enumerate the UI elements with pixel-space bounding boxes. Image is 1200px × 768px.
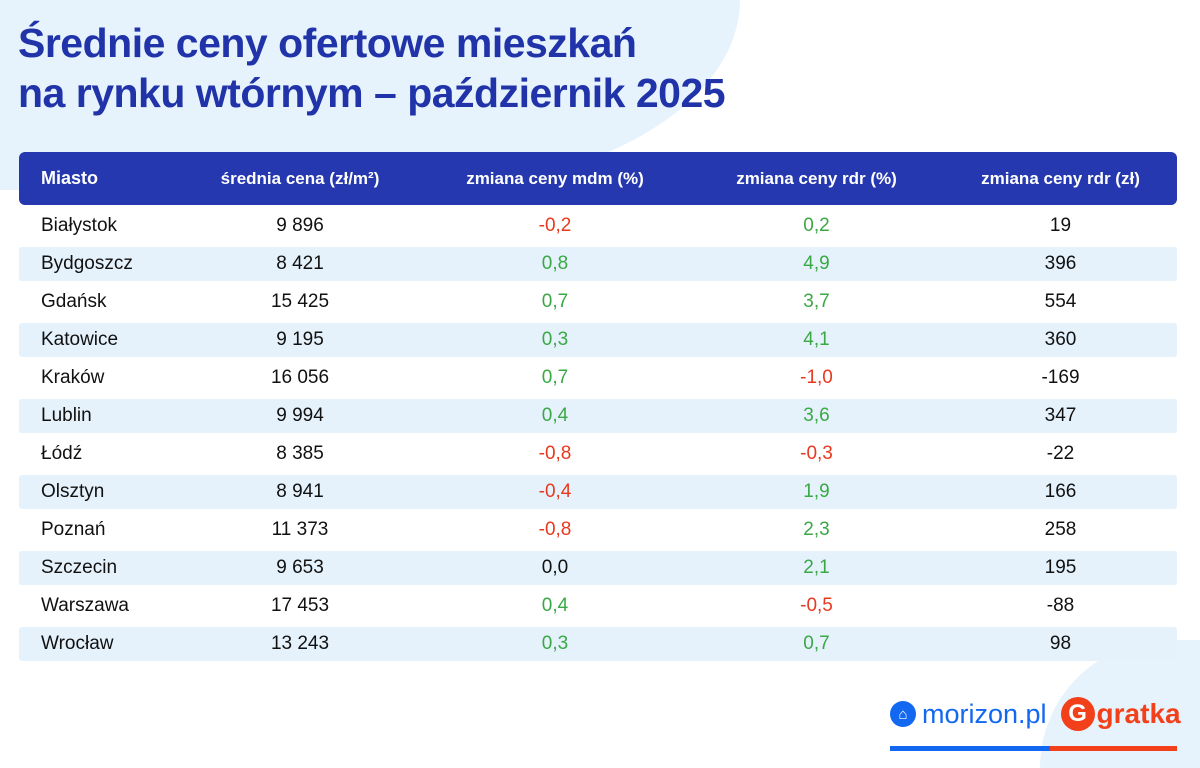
mdm-change-cell: 0,7 (541, 367, 569, 388)
rdr-change-zl-cell: 19 (1049, 215, 1072, 236)
city-cell: Wrocław (41, 633, 114, 654)
column-header: Miasto (41, 168, 99, 188)
rdr-change-cell: 4,9 (803, 253, 830, 274)
title-line-2: na rynku wtórnym – październik 2025 (18, 70, 726, 116)
mdm-change-cell: -0,8 (538, 443, 572, 464)
city-cell: Białystok (41, 215, 118, 236)
rdr-change-cell: -0,5 (800, 595, 833, 616)
city-cell: Poznań (41, 519, 106, 540)
rdr-change-zl-cell: 396 (1044, 253, 1077, 274)
rdr-change-cell: 1,9 (803, 481, 830, 502)
rdr-change-cell: 0,7 (803, 633, 830, 654)
table-row: Gdańsk 15 425 0,7 3,7 554 (19, 285, 1177, 319)
gratka-g-icon: G (1060, 697, 1095, 731)
mdm-change-cell: -0,8 (538, 519, 572, 540)
price-cell: 16 056 (270, 367, 330, 388)
city-cell: Warszawa (41, 595, 129, 616)
mdm-change-cell: 0,0 (541, 557, 569, 578)
price-cell: 9 653 (276, 557, 324, 578)
city-cell: Lublin (41, 405, 92, 426)
house-icon: ⌂ (890, 701, 916, 727)
mdm-change-cell: -0,4 (538, 481, 572, 502)
price-cell: 17 453 (270, 595, 330, 616)
mdm-change-cell: 0,3 (541, 633, 569, 654)
column-header: zmiana ceny rdr (zł) (981, 168, 1140, 188)
mdm-change-cell: 0,4 (541, 405, 569, 426)
rdr-change-zl-cell: 347 (1044, 405, 1077, 426)
rdr-change-cell: -1,0 (800, 367, 833, 388)
city-cell: Kraków (41, 367, 105, 388)
rdr-change-cell: 0,2 (803, 215, 830, 236)
table-row: Warszawa 17 453 0,4 -0,5 -88 (19, 589, 1177, 623)
title-line-1: Średnie ceny ofertowe mieszkań (18, 20, 637, 66)
city-cell: Bydgoszcz (41, 253, 133, 274)
gratka-logo: gratka (1096, 698, 1181, 729)
morizon-logo: morizon.pl (922, 698, 1047, 729)
rdr-change-cell: 2,1 (803, 557, 830, 578)
mdm-change-cell: 0,8 (541, 253, 569, 274)
table-row: Kraków 16 056 0,7 -1,0 -169 (19, 361, 1177, 395)
table-header: Miasto średnia cena (zł/m²) zmiana ceny … (19, 152, 1177, 205)
price-cell: 8 385 (276, 443, 324, 464)
rdr-change-zl-cell: -169 (1041, 367, 1080, 388)
rdr-change-zl-cell: 98 (1049, 633, 1072, 654)
mdm-change-cell: 0,7 (541, 291, 569, 312)
rdr-change-zl-cell: 166 (1044, 481, 1077, 502)
price-cell: 9 994 (276, 405, 324, 426)
rdr-change-zl-cell: 195 (1044, 557, 1077, 578)
table-row: Olsztyn 8 941 -0,4 1,9 166 (19, 475, 1177, 509)
morizon-bar (890, 746, 1050, 751)
rdr-change-cell: 3,7 (803, 291, 830, 312)
city-cell: Katowice (41, 329, 119, 350)
mdm-change-cell: 0,3 (541, 329, 569, 350)
city-cell: Łódź (41, 443, 83, 464)
rdr-change-zl-cell: -22 (1046, 443, 1075, 464)
rdr-change-cell: 3,6 (803, 405, 830, 426)
rdr-change-zl-cell: 258 (1044, 519, 1077, 540)
table-row: Łódź 8 385 -0,8 -0,3 -22 (19, 437, 1177, 471)
table-row: Lublin 9 994 0,4 3,6 347 (19, 399, 1177, 433)
logos: ⌂ morizon.pl G gratka (890, 697, 1181, 731)
column-header: zmiana ceny rdr (%) (736, 168, 897, 188)
price-cell: 13 243 (270, 633, 330, 654)
mdm-change-cell: 0,4 (541, 595, 569, 616)
price-cell: 11 373 (271, 519, 329, 540)
table-row: Wrocław 13 243 0,3 0,7 98 (19, 627, 1177, 661)
city-cell: Gdańsk (41, 291, 107, 312)
table-row: Szczecin 9 653 0,0 2,1 195 (19, 551, 1177, 585)
table-row: Białystok 9 896 -0,2 0,2 19 (19, 209, 1177, 243)
price-cell: 15 425 (270, 291, 330, 312)
column-header: zmiana ceny mdm (%) (466, 168, 644, 188)
rdr-change-zl-cell: -88 (1046, 595, 1075, 616)
table-row: Katowice 9 195 0,3 4,1 360 (19, 323, 1177, 357)
rdr-change-cell: -0,3 (800, 443, 833, 464)
gratka-bar (1050, 746, 1177, 751)
table-row: Poznań 11 373 -0,8 2,3 258 (19, 513, 1177, 547)
mdm-change-cell: -0,2 (538, 215, 572, 236)
price-cell: 9 896 (276, 215, 324, 236)
page-title: Średnie ceny ofertowe mieszkań na rynku … (18, 18, 726, 118)
rdr-change-cell: 4,1 (803, 329, 830, 350)
rdr-change-zl-cell: 360 (1044, 329, 1077, 350)
price-cell: 8 421 (276, 253, 324, 274)
price-cell: 8 941 (276, 481, 324, 502)
price-cell: 9 195 (276, 329, 324, 350)
city-cell: Szczecin (41, 557, 118, 578)
rdr-change-cell: 2,3 (803, 519, 830, 540)
table-row: Bydgoszcz 8 421 0,8 4,9 396 (19, 247, 1177, 281)
rdr-change-zl-cell: 554 (1044, 291, 1077, 312)
column-header: średnia cena (zł/m²) (220, 168, 380, 188)
price-table: Miasto średnia cena (zł/m²) zmiana ceny … (19, 152, 1177, 661)
city-cell: Olsztyn (41, 481, 105, 502)
